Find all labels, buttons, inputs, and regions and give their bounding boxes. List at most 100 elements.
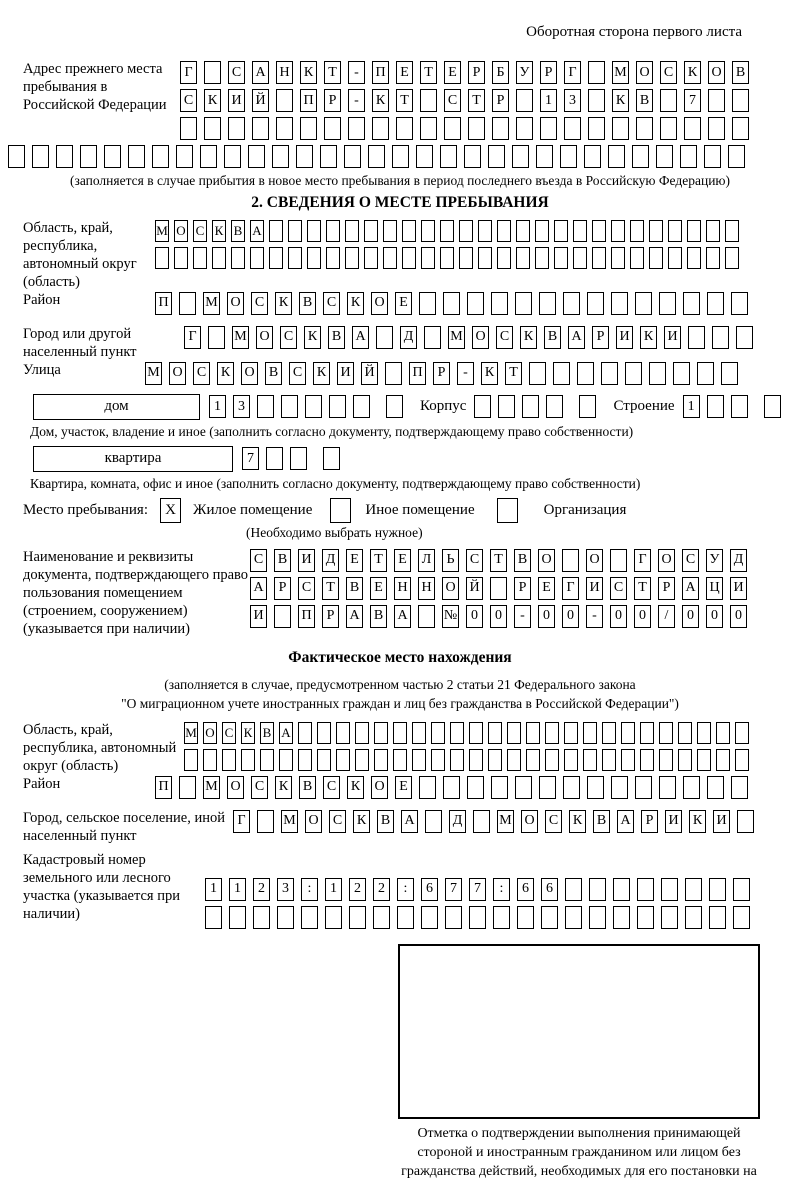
char-box[interactable]: 1 [229, 877, 246, 901]
char-box[interactable] [272, 145, 289, 168]
char-box[interactable]: И [665, 809, 682, 833]
char-box[interactable] [459, 247, 473, 269]
char-box[interactable]: П [409, 361, 426, 385]
char-box[interactable]: М [203, 775, 220, 799]
char-box[interactable]: Ц [706, 576, 723, 600]
char-box[interactable] [393, 721, 407, 744]
char-box[interactable] [257, 809, 274, 833]
char-box[interactable]: К [275, 291, 292, 315]
char-box[interactable]: П [372, 61, 389, 84]
char-box[interactable]: У [516, 61, 533, 84]
char-box[interactable]: Е [395, 775, 412, 799]
char-box[interactable] [515, 775, 532, 799]
char-box[interactable] [535, 220, 549, 242]
char-box[interactable] [348, 117, 365, 140]
char-box[interactable]: Г [180, 61, 197, 84]
char-box[interactable] [564, 748, 578, 771]
char-box[interactable] [684, 117, 701, 140]
char-box[interactable]: Т [490, 548, 507, 572]
char-box[interactable] [250, 247, 264, 269]
char-box[interactable]: Т [468, 89, 485, 112]
char-box[interactable]: М [612, 61, 629, 84]
char-box[interactable] [317, 748, 331, 771]
char-box[interactable]: К [347, 291, 364, 315]
char-box[interactable] [563, 291, 580, 315]
char-box[interactable] [397, 905, 414, 929]
char-box[interactable]: Г [184, 325, 201, 349]
char-box[interactable] [355, 721, 369, 744]
char-box[interactable]: М [145, 361, 162, 385]
char-box[interactable] [155, 247, 169, 269]
char-box[interactable]: И [586, 576, 603, 600]
char-box[interactable]: - [586, 604, 603, 628]
char-box[interactable] [611, 247, 625, 269]
char-box[interactable] [697, 748, 711, 771]
char-box[interactable]: О [256, 325, 273, 349]
char-box[interactable]: О [708, 61, 725, 84]
char-box[interactable] [683, 775, 700, 799]
char-box[interactable] [540, 117, 557, 140]
char-box[interactable] [364, 220, 378, 242]
char-box[interactable]: Р [641, 809, 658, 833]
char-box[interactable]: С [545, 809, 562, 833]
char-box[interactable]: 3 [233, 395, 250, 419]
char-box[interactable] [697, 721, 711, 744]
char-box[interactable]: К [313, 361, 330, 385]
char-box[interactable] [203, 748, 217, 771]
char-box[interactable]: Г [562, 576, 579, 600]
char-box[interactable] [668, 220, 682, 242]
char-box[interactable] [326, 220, 340, 242]
char-box[interactable] [554, 247, 568, 269]
char-box[interactable]: Л [418, 548, 435, 572]
char-box[interactable]: 1 [540, 89, 557, 112]
char-box[interactable] [659, 721, 673, 744]
char-box[interactable]: С [222, 721, 236, 744]
stay-checkbox-organization[interactable] [496, 497, 518, 523]
char-box[interactable] [276, 89, 293, 112]
char-box[interactable]: Р [322, 604, 339, 628]
char-box[interactable]: 3 [277, 877, 294, 901]
char-box[interactable]: 0 [634, 604, 651, 628]
char-box[interactable] [174, 247, 188, 269]
char-box[interactable]: В [265, 361, 282, 385]
char-box[interactable] [288, 247, 302, 269]
char-box[interactable]: А [252, 61, 269, 84]
char-box[interactable] [444, 117, 461, 140]
char-box[interactable] [353, 395, 370, 419]
char-box[interactable] [635, 775, 652, 799]
char-box[interactable]: Д [449, 809, 466, 833]
char-box[interactable] [421, 220, 435, 242]
char-box[interactable]: В [514, 548, 531, 572]
char-box[interactable] [539, 775, 556, 799]
char-box[interactable] [735, 721, 749, 744]
char-box[interactable]: Р [540, 61, 557, 84]
char-box[interactable] [498, 395, 516, 419]
char-box[interactable] [80, 145, 97, 168]
char-box[interactable]: О [174, 220, 188, 242]
char-box[interactable] [763, 395, 781, 419]
char-box[interactable]: Н [394, 576, 411, 600]
char-box[interactable] [298, 721, 312, 744]
char-box[interactable] [529, 361, 546, 385]
char-box[interactable] [706, 247, 720, 269]
stay-checkbox-other[interactable] [330, 497, 352, 523]
char-box[interactable] [601, 361, 618, 385]
char-box[interactable]: П [298, 604, 315, 628]
char-box[interactable] [649, 247, 663, 269]
char-box[interactable] [732, 89, 749, 112]
char-box[interactable]: С [496, 325, 513, 349]
char-box[interactable]: К [300, 61, 317, 84]
char-box[interactable]: С [251, 775, 268, 799]
char-box[interactable]: А [682, 576, 699, 600]
char-box[interactable]: 0 [706, 604, 723, 628]
char-box[interactable]: К [347, 775, 364, 799]
char-box[interactable] [660, 89, 677, 112]
char-box[interactable] [516, 220, 530, 242]
char-box[interactable] [279, 748, 293, 771]
char-box[interactable] [222, 748, 236, 771]
char-box[interactable] [392, 145, 409, 168]
char-box[interactable] [301, 905, 318, 929]
char-box[interactable] [625, 361, 642, 385]
char-box[interactable]: К [212, 220, 226, 242]
char-box[interactable] [735, 748, 749, 771]
